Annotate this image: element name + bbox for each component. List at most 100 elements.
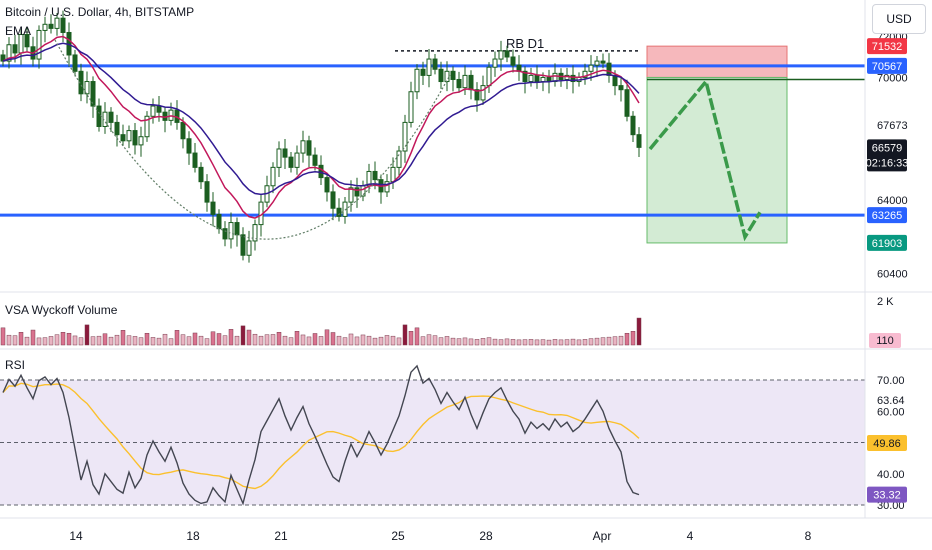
candle-body (294, 152, 300, 168)
volume-bar (450, 337, 456, 346)
volume-bar (438, 337, 444, 346)
candle-body (48, 23, 54, 29)
volume-bar (318, 336, 324, 346)
candle-body (96, 105, 102, 127)
candle-body (618, 85, 624, 91)
volume-bar (504, 338, 510, 346)
candle-body (300, 140, 306, 154)
price-badge (867, 234, 907, 251)
candle-body (480, 85, 486, 101)
currency-button[interactable]: USD (872, 4, 926, 34)
volume-bar (312, 333, 318, 346)
candle-body (6, 44, 12, 62)
volume-bar (594, 337, 600, 346)
volume-bar (210, 331, 216, 346)
volume-bar (204, 338, 210, 346)
rsi-indicator-label[interactable]: RSI (5, 358, 26, 372)
candle-body (12, 44, 18, 54)
time-tick-label: 28 (479, 529, 493, 543)
volume-bar (564, 339, 570, 346)
volume-bar (24, 336, 30, 346)
candle-body (138, 136, 144, 146)
candle-body (582, 70, 588, 78)
volume-bar (162, 333, 168, 346)
volume-bar (246, 329, 252, 346)
candle-body (126, 130, 132, 142)
volume-bar (600, 337, 606, 346)
volume-bar (402, 324, 408, 346)
volume-indicator-label[interactable]: VSA Wyckoff Volume (5, 303, 118, 317)
volume-bar (150, 337, 156, 346)
candle-body (402, 121, 408, 152)
volume-bar (270, 334, 276, 346)
stop-loss-zone (646, 45, 788, 78)
rsi-pane (0, 364, 865, 506)
rsi-line (2, 364, 640, 506)
volume-bar (366, 335, 372, 346)
volume-bar (198, 335, 204, 346)
price-badge (867, 207, 907, 224)
volume-bar (570, 338, 576, 346)
chart-title: Bitcoin / U.S. Dollar, 4h, BITSTAMP (5, 5, 195, 19)
candle-body (468, 74, 474, 91)
time-tick-label: 14 (69, 529, 83, 543)
rsi-badge-label: 49.86 (873, 438, 901, 450)
candle-body (534, 74, 540, 83)
candle-body (420, 68, 426, 76)
candle-body (240, 234, 246, 256)
candle-body (540, 76, 546, 83)
price-badge-label: 71532 (872, 41, 903, 53)
candle-body (282, 148, 288, 158)
price-badge-label: 63265 (872, 210, 903, 222)
candle-body (42, 23, 48, 31)
rounding-curve (54, 39, 451, 240)
ema-indicator-label[interactable]: EMA (5, 24, 32, 38)
volume-bar (186, 336, 192, 346)
volume-bar (264, 334, 270, 346)
price-badge (867, 57, 907, 74)
candle-body (528, 74, 534, 83)
volume-bar (180, 334, 186, 346)
time-tick-label: 25 (391, 529, 405, 543)
price-tick-label: 60400 (877, 269, 908, 281)
volume-tick-label: 2 K (877, 296, 894, 308)
candle-body (504, 50, 510, 58)
candle-body (222, 228, 228, 240)
candle-body (600, 60, 606, 64)
rb-d1-label: RB D1 (506, 36, 544, 51)
price-badge (867, 139, 907, 172)
volume-bar (534, 339, 540, 346)
volume-bar (480, 338, 486, 346)
volume-bar (576, 339, 582, 346)
volume-bar (330, 332, 336, 346)
price-badge-label: 61903 (872, 238, 903, 250)
price-tick-label: 70000 (877, 72, 908, 84)
candle-body (210, 201, 216, 215)
volume-bar (222, 335, 228, 346)
price-badge-label: 66579 (872, 142, 903, 154)
volume-bar (276, 332, 282, 346)
volume-bar (528, 339, 534, 346)
candle-body (432, 58, 438, 70)
volume-badge-label: 110 (876, 335, 894, 347)
candle-body (186, 138, 192, 154)
volume-bar (282, 335, 288, 346)
volume-bar (66, 332, 72, 346)
volume-bar (408, 331, 414, 346)
rsi-tick-label: 30.00 (877, 500, 905, 512)
volume-bar (288, 337, 294, 346)
take-profit-zone (646, 76, 788, 244)
candle-body (342, 201, 348, 217)
candle-body (390, 166, 396, 183)
volume-bar (474, 339, 480, 346)
time-tick-label: Apr (593, 529, 612, 543)
volume-bar (234, 335, 240, 346)
volume-bar (390, 335, 396, 346)
volume-bar (588, 338, 594, 346)
candle-body (438, 68, 444, 83)
candle-body (228, 222, 234, 240)
candle-body (336, 207, 342, 217)
volume-bar (138, 337, 144, 346)
